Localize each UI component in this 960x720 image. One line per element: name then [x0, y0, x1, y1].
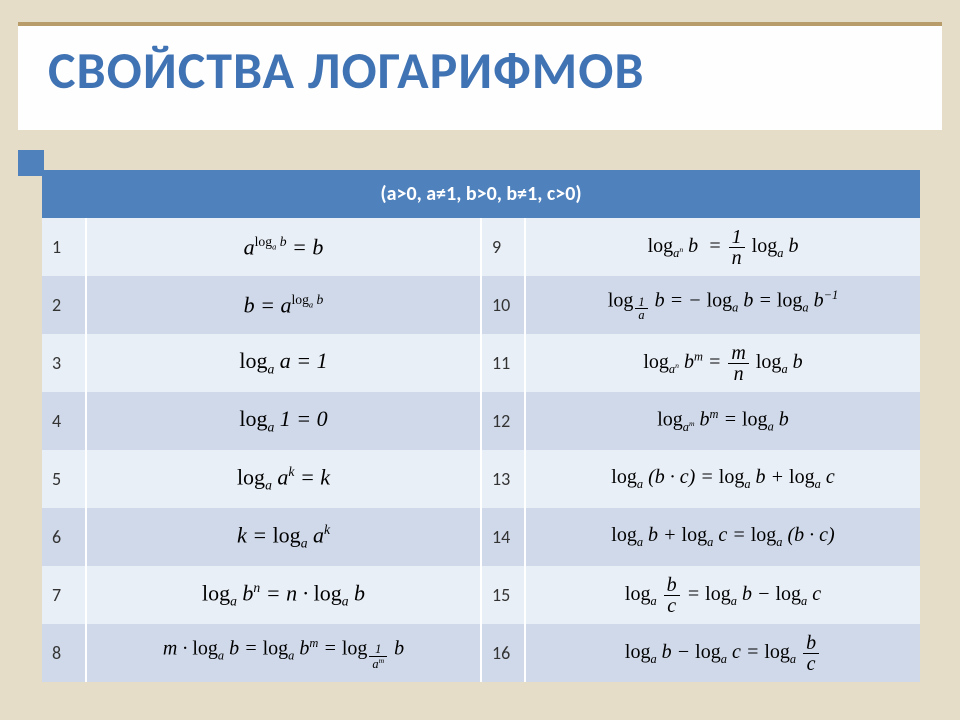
row-num: 1 [42, 218, 86, 276]
formula-cell: log1a b = − loga b = loga b−1 [525, 276, 920, 334]
table-row: 7 loga bn = n · loga b 15 loga bc = loga… [42, 566, 920, 624]
table-row: 3 loga a = 1 11 logan bm = mn loga b [42, 334, 920, 392]
page-title: СВОЙСТВА ЛОГАРИФМОВ [48, 38, 645, 102]
row-num: 13 [481, 450, 525, 508]
row-num: 7 [42, 566, 86, 624]
table-row: 1 aloga b = b 9 logan b = 1n loga b [42, 218, 920, 276]
table-row: 4 loga 1 = 0 12 logam bm = loga b [42, 392, 920, 450]
slide: СВОЙСТВА ЛОГАРИФМОВ (a>0, a≠1, b>0, b≠1,… [0, 0, 960, 720]
formula-cell: aloga b = b [86, 218, 481, 276]
row-num: 16 [481, 624, 525, 682]
table-row: 2 b = aloga b 10 log1a b = − loga b = lo… [42, 276, 920, 334]
formula-cell: loga bn = n · loga b [86, 566, 481, 624]
formula-cell: loga bc = loga b − loga c [525, 566, 920, 624]
formula-cell: k = loga ak [86, 508, 481, 566]
row-num: 3 [42, 334, 86, 392]
row-num: 6 [42, 508, 86, 566]
formula-cell: m · loga b = loga bm = log1am b [86, 624, 481, 682]
formula-cell: loga b − loga c = loga bc [525, 624, 920, 682]
formula-cell: logan b = 1n loga b [525, 218, 920, 276]
log-table: (a>0, a≠1, b>0, b≠1, c>0) 1 aloga b = b … [42, 170, 920, 682]
row-num: 15 [481, 566, 525, 624]
formula-cell: logam bm = loga b [525, 392, 920, 450]
row-num: 8 [42, 624, 86, 682]
properties-table: (a>0, a≠1, b>0, b≠1, c>0) 1 aloga b = b … [42, 170, 920, 682]
row-num: 14 [481, 508, 525, 566]
formula-cell: b = aloga b [86, 276, 481, 334]
table-row: 8 m · loga b = loga bm = log1am b 16 log… [42, 624, 920, 682]
formula-cell: loga a = 1 [86, 334, 481, 392]
accent-square [18, 150, 44, 176]
table-row: 5 loga ak = k 13 loga (b · c) = loga b +… [42, 450, 920, 508]
conditions-header: (a>0, a≠1, b>0, b≠1, c>0) [42, 170, 920, 218]
row-num: 5 [42, 450, 86, 508]
formula-cell: loga (b · c) = loga b + loga c [525, 450, 920, 508]
title-band: СВОЙСТВА ЛОГАРИФМОВ [18, 22, 942, 130]
row-num: 4 [42, 392, 86, 450]
row-num: 9 [481, 218, 525, 276]
formula-cell: loga ak = k [86, 450, 481, 508]
row-num: 11 [481, 334, 525, 392]
row-num: 2 [42, 276, 86, 334]
row-num: 10 [481, 276, 525, 334]
row-num: 12 [481, 392, 525, 450]
table-row: 6 k = loga ak 14 loga b + loga c = loga … [42, 508, 920, 566]
formula-cell: loga b + loga c = loga (b · c) [525, 508, 920, 566]
table-header-row: (a>0, a≠1, b>0, b≠1, c>0) [42, 170, 920, 218]
formula-cell: loga 1 = 0 [86, 392, 481, 450]
formula-cell: logan bm = mn loga b [525, 334, 920, 392]
